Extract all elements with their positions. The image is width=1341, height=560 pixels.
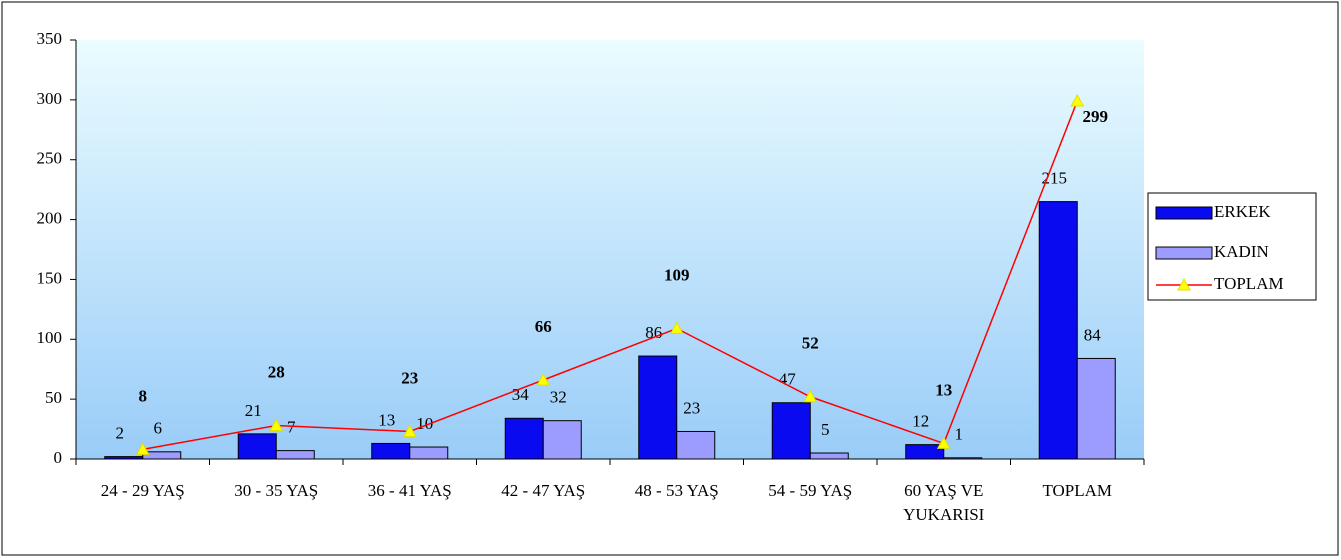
line-value-label: 8	[139, 386, 148, 405]
bar	[1076, 357, 1116, 460]
line-marker	[402, 424, 417, 437]
y-tick-label: 200	[37, 208, 63, 227]
bar	[771, 402, 811, 460]
bar	[371, 442, 411, 460]
line-marker	[536, 372, 551, 386]
bar-value-label: 1	[955, 425, 964, 444]
line-value-label: 28	[268, 362, 285, 381]
bar-value-label: 7	[287, 418, 296, 437]
x-tick-label: 24 - 29 YAŞ	[100, 481, 185, 500]
line-marker	[669, 321, 684, 335]
bar-value-label: 13	[378, 410, 395, 429]
line-value-label: 23	[401, 368, 418, 387]
bar-value-label: 47	[779, 370, 797, 389]
line-marker	[936, 436, 951, 449]
bar	[275, 450, 315, 460]
x-tick-label: 48 - 53 YAŞ	[634, 481, 719, 500]
legend-label: KADIN	[1214, 242, 1269, 261]
line-marker	[135, 442, 150, 455]
bar-value-label: 86	[645, 323, 662, 342]
legend-label: ERKEK	[1214, 202, 1271, 221]
bar	[809, 452, 849, 460]
bar-value-label: 6	[154, 419, 163, 438]
line-value-label: 52	[802, 334, 819, 353]
line-value-label: 66	[535, 317, 552, 336]
line-series	[142, 100, 1078, 451]
bar-value-label: 84	[1084, 325, 1102, 344]
bar	[1038, 201, 1078, 460]
y-tick-label: 0	[54, 448, 63, 467]
bar	[504, 417, 544, 460]
y-tick-label: 50	[45, 388, 62, 407]
y-tick-label: 350	[37, 29, 63, 48]
line-marker	[1070, 94, 1085, 107]
bar-value-label: 32	[550, 388, 567, 407]
bar	[237, 433, 277, 460]
bar	[676, 430, 716, 460]
line-value-label: 109	[664, 265, 690, 284]
bar-value-label: 21	[245, 401, 262, 420]
y-tick-label: 150	[37, 268, 63, 287]
legend-label: TOPLAM	[1214, 274, 1284, 293]
x-tick-label: 36 - 41 YAŞ	[367, 481, 452, 500]
x-tick-label: 42 - 47 YAŞ	[501, 481, 586, 500]
plot-area	[76, 40, 1144, 459]
x-tick-label: TOPLAM	[1042, 481, 1113, 500]
bar-value-label: 10	[416, 414, 433, 433]
bar	[943, 457, 983, 460]
bar	[142, 451, 182, 460]
legend-marker	[1177, 277, 1191, 291]
legend-swatch	[1155, 246, 1213, 260]
line-marker	[269, 418, 284, 431]
bar	[638, 355, 678, 460]
bar	[542, 420, 582, 460]
x-tick-label: 54 - 59 YAŞ	[768, 481, 853, 500]
bar-value-label: 12	[912, 412, 929, 431]
y-tick-label: 250	[37, 149, 63, 168]
bar-value-label: 5	[821, 420, 830, 439]
y-tick-label: 300	[37, 89, 63, 108]
line-marker	[803, 389, 818, 403]
line-value-label: 299	[1083, 107, 1109, 126]
bar-value-label: 2	[116, 424, 125, 443]
legend-swatch	[1155, 206, 1213, 220]
bar-value-label: 23	[683, 398, 700, 417]
bar	[905, 444, 945, 460]
bar-value-label: 215	[1042, 169, 1068, 188]
x-tick-label: 30 - 35 YAŞ	[234, 481, 319, 500]
line-value-label: 13	[935, 380, 952, 399]
x-tick-label: 60 YAŞ VE YUKARISI	[903, 481, 985, 524]
y-tick-label: 100	[37, 328, 63, 347]
bar	[409, 446, 449, 460]
bar	[104, 456, 144, 460]
